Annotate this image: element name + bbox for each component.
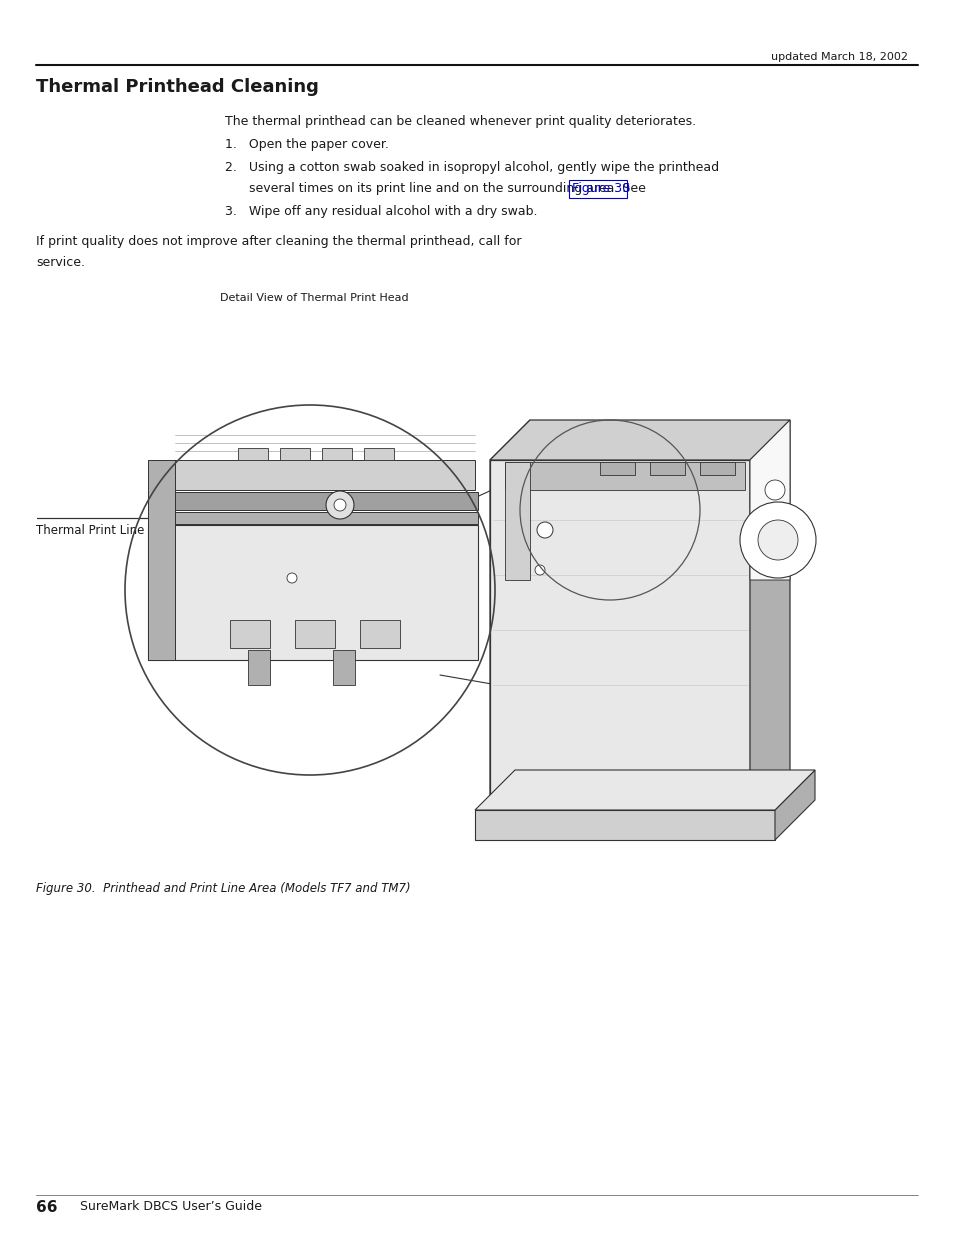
Polygon shape [148,513,477,524]
Polygon shape [359,620,399,648]
Polygon shape [280,448,310,459]
Polygon shape [700,462,734,475]
Polygon shape [475,810,774,840]
Text: Detail View of Thermal Print Head: Detail View of Thermal Print Head [220,293,408,303]
Polygon shape [490,459,749,810]
Text: SureMark DBCS User’s Guide: SureMark DBCS User’s Guide [80,1200,262,1213]
Circle shape [764,480,784,500]
Polygon shape [774,769,814,840]
Text: Figure 30.  Printhead and Print Line Area (Models TF7 and TM7): Figure 30. Printhead and Print Line Area… [36,882,410,895]
Text: 3.   Wipe off any residual alcohol with a dry swab.: 3. Wipe off any residual alcohol with a … [225,205,537,219]
Text: several times on its print line and on the surrounding area. See: several times on its print line and on t… [225,182,649,195]
Text: 1.   Open the paper cover.: 1. Open the paper cover. [225,138,389,151]
Polygon shape [294,620,335,648]
Circle shape [740,501,815,578]
Polygon shape [322,448,352,459]
Polygon shape [148,525,477,659]
Polygon shape [154,459,475,490]
Polygon shape [248,650,270,685]
Polygon shape [504,462,530,580]
Polygon shape [333,650,355,685]
Text: If print quality does not improve after cleaning the thermal printhead, call for: If print quality does not improve after … [36,235,521,248]
Circle shape [287,573,296,583]
Polygon shape [504,462,744,490]
Circle shape [535,564,544,576]
Text: Thermal Printhead Cleaning: Thermal Printhead Cleaning [36,78,318,96]
Circle shape [537,522,553,538]
Text: The thermal printhead can be cleaned whenever print quality deteriorates.: The thermal printhead can be cleaned whe… [225,115,696,128]
Polygon shape [475,769,814,810]
Polygon shape [237,448,268,459]
Text: 66: 66 [36,1200,57,1215]
Text: Thermal Print Line: Thermal Print Line [36,524,144,536]
Polygon shape [749,420,789,810]
Text: updated March 18, 2002: updated March 18, 2002 [770,52,907,62]
Circle shape [334,499,346,511]
Polygon shape [230,620,270,648]
Polygon shape [490,420,530,810]
Polygon shape [490,420,789,459]
Polygon shape [148,459,174,659]
Polygon shape [649,462,684,475]
Circle shape [758,520,797,559]
Polygon shape [599,462,635,475]
Text: service.: service. [36,256,85,269]
Text: 2.   Using a cotton swab soaked in isopropyl alcohol, gently wipe the printhead: 2. Using a cotton swab soaked in isoprop… [225,161,719,174]
Polygon shape [749,420,789,580]
Polygon shape [148,492,477,510]
Circle shape [326,492,354,519]
Polygon shape [364,448,394,459]
Text: Figure 30: Figure 30 [572,182,630,195]
